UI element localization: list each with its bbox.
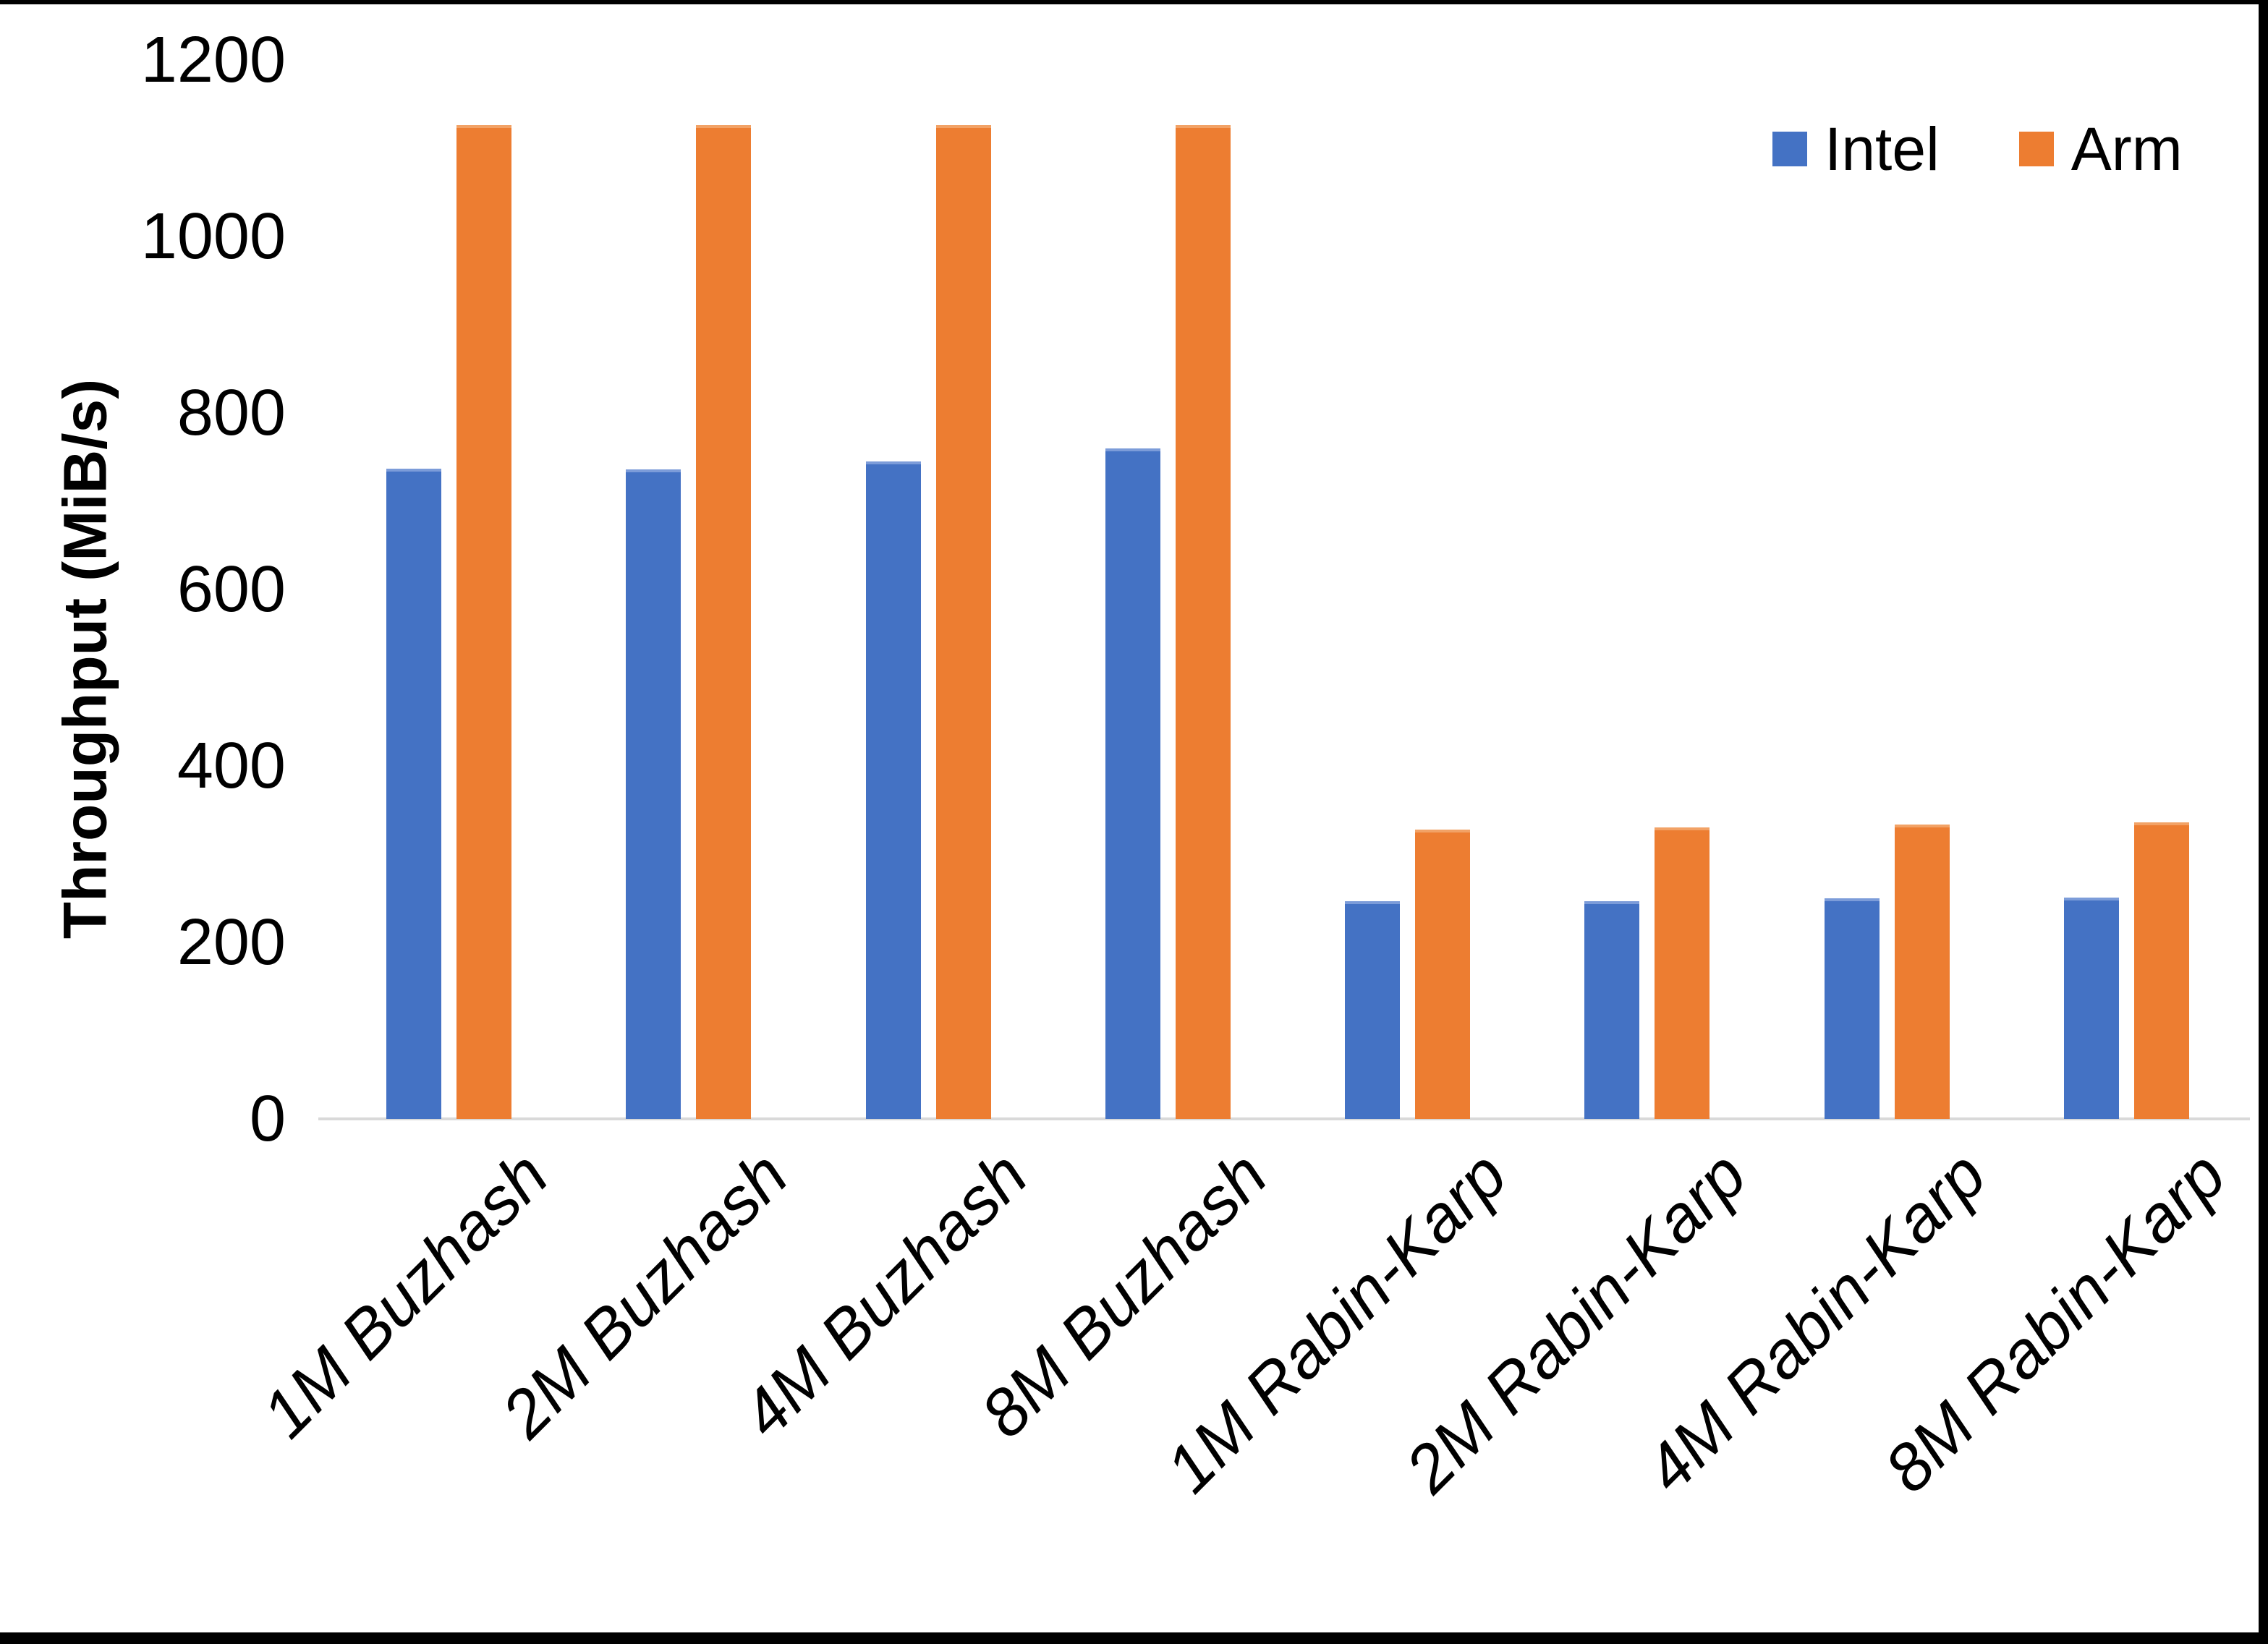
bar-arm-2m-buzhash — [696, 125, 752, 1119]
legend-label-intel: Intel — [1825, 115, 1940, 183]
bar-intel-8m-rabin-karp — [2063, 897, 2119, 1119]
bar-arm-8m-rabin-karp — [2133, 822, 2189, 1119]
x-axis-line — [318, 1117, 2250, 1120]
bar-intel-2m-buzhash — [626, 469, 681, 1119]
bar-group-4m-rabin-karp — [1767, 60, 2007, 1119]
y-tick-label-1200: 1200 — [140, 24, 286, 96]
y-tick-label-800: 800 — [177, 377, 286, 449]
bar-group-1m-buzhash — [329, 60, 569, 1119]
bar-arm-4m-buzhash — [935, 125, 991, 1119]
bar-group-4m-buzhash — [809, 60, 1048, 1119]
y-tick-label-400: 400 — [177, 730, 286, 802]
bar-group-8m-rabin-karp — [2007, 60, 2246, 1119]
bar-arm-1m-buzhash — [456, 125, 512, 1119]
y-tick-label-1000: 1000 — [140, 200, 286, 273]
bar-group-2m-buzhash — [569, 60, 808, 1119]
bar-arm-8m-buzhash — [1175, 125, 1231, 1119]
bar-intel-1m-buzhash — [386, 468, 442, 1119]
y-tick-label-0: 0 — [249, 1083, 286, 1155]
legend-swatch-intel — [1772, 132, 1807, 166]
legend-item-arm: Arm — [2018, 115, 2183, 183]
bar-group-2m-rabin-karp — [1527, 60, 1767, 1119]
legend-swatch-arm — [2018, 132, 2054, 166]
y-tick-label-200: 200 — [177, 906, 286, 979]
bar-arm-4m-rabin-karp — [1894, 824, 1950, 1119]
bar-intel-4m-buzhash — [865, 461, 921, 1119]
y-axis-title: Throughput (MiB/s) — [51, 378, 119, 940]
bar-intel-2m-rabin-karp — [1584, 900, 1640, 1119]
bar-group-1m-rabin-karp — [1288, 60, 1527, 1119]
bar-group-8m-buzhash — [1048, 60, 1288, 1119]
bar-intel-8m-buzhash — [1105, 448, 1160, 1119]
legend-item-intel: Intel — [1772, 119, 1940, 179]
plot-area — [329, 60, 2246, 1119]
legend-label-arm: Arm — [2070, 115, 2183, 183]
legend: Intel Arm — [1772, 119, 2183, 179]
bar-intel-1m-rabin-karp — [1345, 900, 1401, 1119]
bar-arm-1m-rabin-karp — [1415, 829, 1471, 1119]
y-tick-label-600: 600 — [177, 553, 286, 626]
bar-intel-4m-rabin-karp — [1824, 898, 1880, 1119]
bar-arm-2m-rabin-karp — [1655, 827, 1710, 1119]
